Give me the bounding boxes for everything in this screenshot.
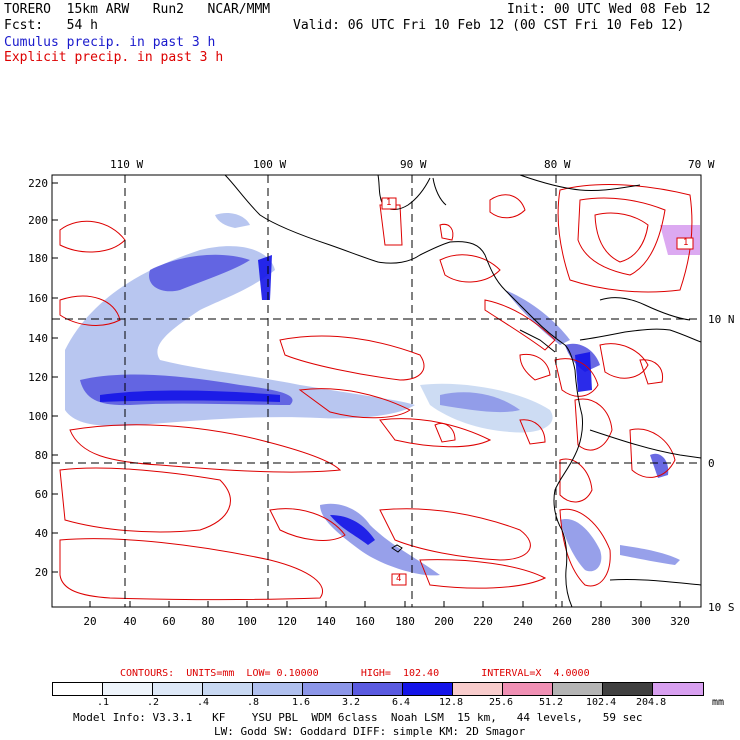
colorbar-cell xyxy=(253,683,303,695)
lon-label: 100 W xyxy=(253,158,287,171)
cumulus-precip-areas xyxy=(65,213,700,576)
y-tick-label: 20 xyxy=(34,566,48,579)
station-markers xyxy=(381,197,694,586)
y-tick-label: 180 xyxy=(28,252,48,265)
colorbar-label: 204.8 xyxy=(636,697,667,708)
valid-time: Valid: 06 UTC Fri 10 Feb 12 (00 CST Fri … xyxy=(293,18,685,33)
x-tick-label: 160 xyxy=(355,615,375,628)
colorbar-label: 102.4 xyxy=(586,697,617,708)
colorbar-label: 1.6 xyxy=(292,697,311,708)
colorbar-cell xyxy=(203,683,253,695)
y-tick-label: 40 xyxy=(34,527,48,540)
colorbar-cell xyxy=(503,683,553,695)
lon-label: 110 W xyxy=(110,158,144,171)
colorbar-cell xyxy=(53,683,103,695)
colorbar-cell xyxy=(403,683,453,695)
x-tick-label: 320 xyxy=(670,615,690,628)
x-tick-label: 260 xyxy=(552,615,572,628)
contour-info: CONTOURS: UNITS=mm LOW= 0.10000 HIGH= 10… xyxy=(120,668,590,679)
marker-label: 1 xyxy=(386,198,392,208)
lat-label: 10 N xyxy=(708,313,735,326)
colorbar-cell xyxy=(653,683,703,695)
colorbar-label: .8 xyxy=(247,697,260,708)
colorbar-cell xyxy=(603,683,653,695)
x-tick-label: 40 xyxy=(123,615,137,628)
colorbar-unit: mm xyxy=(712,697,725,708)
x-tick-label: 80 xyxy=(201,615,215,628)
x-tick-label: 120 xyxy=(277,615,297,628)
axis-ticks xyxy=(52,182,681,607)
x-tick-label: 60 xyxy=(162,615,176,628)
y-tick-label: 100 xyxy=(28,410,48,423)
field-label-explicit: Explicit precip. in past 3 h xyxy=(4,50,224,65)
x-tick-label: 100 xyxy=(237,615,257,628)
x-tick-label: 140 xyxy=(316,615,336,628)
model-info-physics: LW: Godd SW: Goddard DIFF: simple KM: 2D… xyxy=(214,725,526,738)
y-tick-label: 220 xyxy=(28,177,48,190)
colorbar-label: 6.4 xyxy=(392,697,411,708)
x-tick-label: 220 xyxy=(473,615,493,628)
y-tick-label: 80 xyxy=(34,449,48,462)
colorbar-label: 3.2 xyxy=(342,697,361,708)
colorbar-cell xyxy=(453,683,503,695)
colorbar-label: 12.8 xyxy=(439,697,464,708)
colorbar-cell xyxy=(103,683,153,695)
x-tick-label: 180 xyxy=(395,615,415,628)
lat-label: 10 S xyxy=(708,601,735,614)
x-tick-label: 300 xyxy=(631,615,651,628)
colorbar-label: 25.6 xyxy=(489,697,514,708)
forecast-hour: Fcst: 54 h xyxy=(4,18,98,33)
colorbar-cell xyxy=(353,683,403,695)
y-tick-label: 140 xyxy=(28,332,48,345)
y-tick-label: 160 xyxy=(28,292,48,305)
init-time: Init: 00 UTC Wed 08 Feb 12 xyxy=(507,2,711,17)
colorbar-label: .2 xyxy=(147,697,160,708)
lat-label: 0 xyxy=(708,457,715,470)
y-tick-label: 200 xyxy=(28,214,48,227)
latlon-grid xyxy=(52,175,701,607)
y-tick-label: 120 xyxy=(28,371,48,384)
x-tick-label: 280 xyxy=(591,615,611,628)
lon-label: 80 W xyxy=(544,158,571,171)
lon-label: 70 W xyxy=(688,158,715,171)
marker-label: 4 xyxy=(396,574,402,584)
colorbar-label: 51.2 xyxy=(539,697,564,708)
colorbar-label: .4 xyxy=(197,697,210,708)
y-tick-label: 60 xyxy=(34,488,48,501)
colorbar-cell xyxy=(303,683,353,695)
x-tick-label: 200 xyxy=(434,615,454,628)
precip-colorbar xyxy=(52,682,704,696)
marker-label: 1 xyxy=(683,238,689,248)
model-info: Model Info: V3.3.1 KF YSU PBL WDM 6class… xyxy=(73,711,643,724)
field-label-cumulus: Cumulus precip. in past 3 h xyxy=(4,35,216,50)
colorbar-cell xyxy=(553,683,603,695)
colorbar-label: .1 xyxy=(97,697,110,708)
x-tick-label: 240 xyxy=(513,615,533,628)
model-run-title: TORERO 15km ARW Run2 NCAR/MMM xyxy=(4,2,271,17)
explicit-precip-contours xyxy=(59,184,693,600)
colorbar-cell xyxy=(153,683,203,695)
x-tick-label: 20 xyxy=(83,615,97,628)
lon-label: 90 W xyxy=(400,158,427,171)
